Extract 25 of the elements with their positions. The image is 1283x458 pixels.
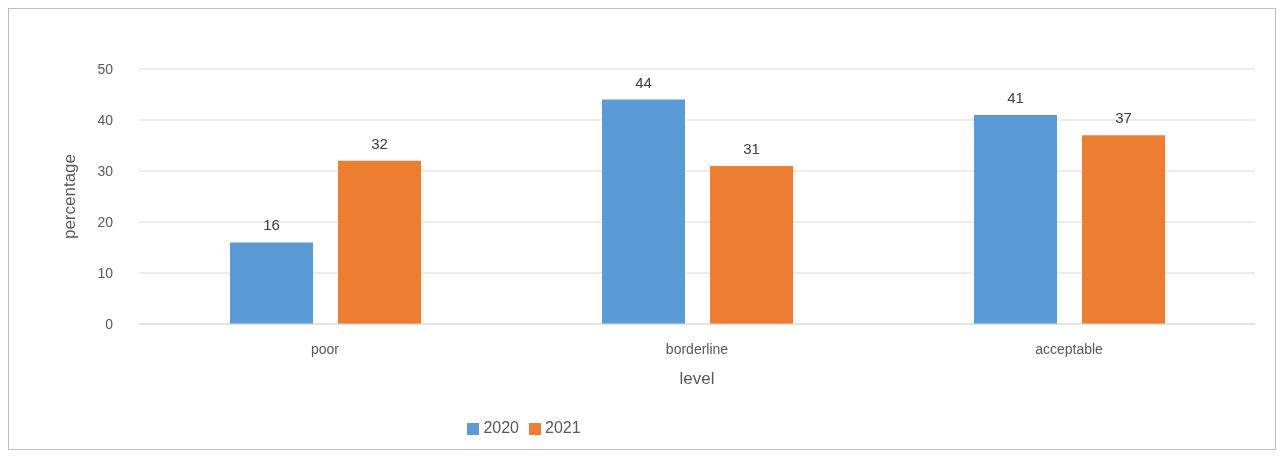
y-tick-label: 0	[105, 315, 114, 332]
y-tick-label: 20	[97, 213, 114, 230]
bar	[602, 99, 685, 324]
data-label: 37	[1115, 109, 1132, 127]
data-label: 41	[1007, 88, 1024, 106]
bar	[1082, 135, 1165, 324]
data-label: 32	[371, 134, 388, 152]
y-axis-title: percentage	[60, 153, 80, 240]
bar	[710, 165, 793, 324]
legend-label: 2021	[545, 419, 581, 436]
data-label: 16	[263, 216, 280, 234]
y-tick-label: 50	[97, 60, 114, 77]
y-tick-label: 30	[97, 162, 114, 179]
bar	[338, 160, 421, 324]
data-label: 31	[743, 139, 760, 157]
legend-label: 2020	[483, 419, 519, 436]
x-tick-label: borderline	[665, 340, 729, 357]
y-tick-label: 10	[97, 264, 114, 281]
bar	[230, 242, 313, 324]
x-tick-label: poor	[310, 340, 340, 357]
x-tick-label: acceptable	[1035, 340, 1104, 357]
x-axis-title: level	[679, 369, 715, 388]
bar	[974, 114, 1057, 324]
y-tick-label: 40	[97, 111, 114, 128]
data-label: 44	[635, 73, 652, 91]
